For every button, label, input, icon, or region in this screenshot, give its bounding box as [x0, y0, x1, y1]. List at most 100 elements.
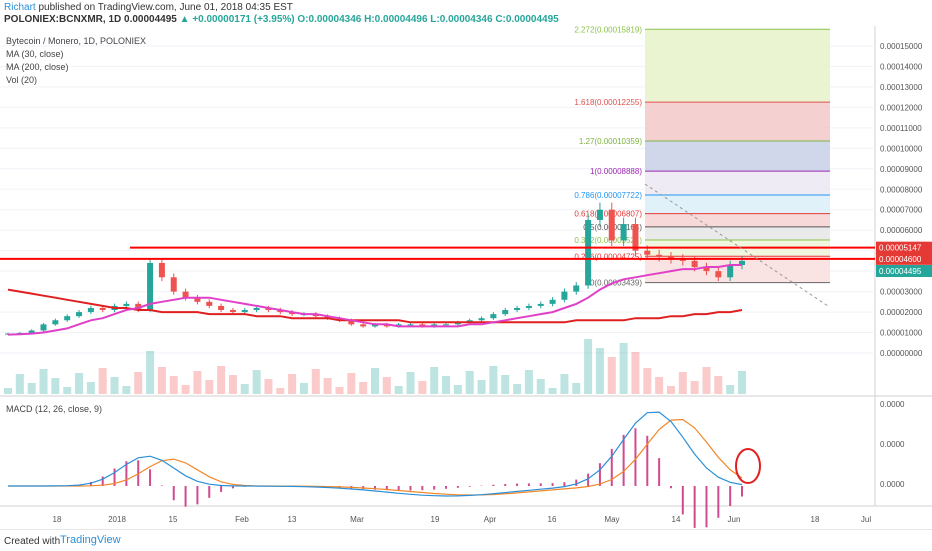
- candle-body: [52, 320, 59, 325]
- volume-bar: [299, 383, 308, 394]
- time-tick-label: Feb: [235, 515, 249, 524]
- volume-bar: [264, 379, 273, 394]
- candle-body: [679, 258, 686, 261]
- fib-zone: [645, 256, 830, 283]
- volume-bar: [335, 387, 344, 394]
- volume-bar: [631, 352, 640, 394]
- candle-body: [40, 324, 47, 331]
- publish-info: published on TradingView.com, June 01, 2…: [38, 2, 293, 13]
- time-tick-label: 18: [53, 515, 62, 524]
- volume-bars: [4, 339, 746, 394]
- candle-body: [620, 224, 627, 241]
- volume-bar: [406, 372, 415, 394]
- time-tick-label: 19: [431, 515, 440, 524]
- author-link[interactable]: Richart: [4, 2, 36, 13]
- price-tick-label: 0.00007000: [880, 206, 923, 215]
- price-badge: [876, 265, 932, 278]
- candle-body: [656, 254, 663, 257]
- volume-bar: [643, 368, 652, 394]
- price-axis[interactable]: 0.00000000 0.00001000 0.00002000 0.00003000…: [880, 42, 923, 358]
- macd-tick-label: 0.0000: [880, 440, 905, 449]
- volume-bar: [371, 368, 379, 394]
- time-axis[interactable]: 18 2018 15 Feb 13 Mar 19 Apr 16 May 14 Jun 18 Jul: [53, 515, 872, 524]
- symbol-name: POLONIEX:BCNXMR, 1D: [4, 14, 122, 25]
- macd-tick-label: 0.0000: [880, 480, 905, 489]
- volume-bar: [323, 378, 332, 394]
- legend-vol[interactable]: Vol (20): [6, 75, 37, 85]
- time-tick-label: 14: [672, 515, 681, 524]
- volume-bar: [240, 384, 249, 394]
- volume-bar: [75, 373, 84, 394]
- candle-body: [596, 209, 603, 220]
- candle-body: [170, 277, 177, 292]
- highlight-circle[interactable]: [735, 448, 761, 484]
- candle-body: [76, 312, 83, 317]
- time-tick-label: 18: [811, 515, 820, 524]
- candle-body: [253, 307, 260, 311]
- time-tick-label: 2018: [108, 515, 126, 524]
- macd-signal-line: [8, 418, 743, 496]
- ohlc-values: O:0.00004346 H:0.00004496 L:0.00004346 C…: [297, 14, 559, 25]
- candle-body: [99, 307, 106, 311]
- candle-body: [147, 262, 154, 311]
- time-tick-label: Apr: [484, 515, 497, 524]
- volume-bar: [442, 376, 451, 394]
- fib-level-label: 1(0.00008888): [590, 167, 642, 176]
- volume-bar: [548, 388, 557, 394]
- volume-bar: [217, 366, 226, 394]
- candle-body: [241, 310, 248, 313]
- fib-trend-line[interactable]: [644, 183, 829, 307]
- candle-body: [691, 260, 698, 268]
- volume-bar: [714, 376, 723, 394]
- tradingview-brand[interactable]: TradingView: [60, 534, 121, 546]
- candle-body: [715, 271, 722, 278]
- volume-bar: [584, 339, 593, 394]
- volume-bar: [134, 372, 143, 394]
- candle-body: [277, 310, 284, 313]
- candle-body: [206, 301, 213, 306]
- candle-body: [64, 316, 71, 321]
- candle-body: [395, 324, 402, 327]
- publish-line: Richart published on TradingView.com, Ju…: [4, 2, 293, 14]
- volume-bar: [15, 374, 24, 394]
- fib-zone: [645, 140, 830, 172]
- fib-zone: [645, 194, 830, 214]
- candle-body: [561, 291, 568, 300]
- legend-ma200[interactable]: MA (200, close): [6, 62, 69, 72]
- volume-bar: [98, 368, 107, 394]
- volume-bar: [181, 385, 190, 394]
- volume-bar: [430, 367, 439, 394]
- price-tick-label: 0.00003000: [880, 288, 923, 297]
- legend-ma30[interactable]: MA (30, close): [6, 49, 64, 59]
- fib-zone: [645, 171, 830, 195]
- volume-bar: [619, 343, 628, 394]
- fibonacci-extension[interactable]: 2.272(0.00015819) 1.618(0.00012255) 1.27(0…: [574, 26, 830, 288]
- fib-level-label: 0(0.00003439): [590, 279, 642, 288]
- volume-bar: [347, 373, 356, 394]
- price-tick-label: 0.00012000: [880, 103, 923, 112]
- created-with: Created with: [4, 536, 61, 547]
- volume-bar: [501, 375, 510, 394]
- time-tick-label: May: [604, 515, 619, 524]
- volume-bar: [536, 379, 545, 394]
- candle-body: [466, 320, 473, 323]
- candle-body: [419, 324, 426, 327]
- macd-axis: 0.0000 0.0000 0.0000: [880, 400, 905, 489]
- time-tick-label: Jul: [861, 515, 871, 524]
- volume-bar: [382, 377, 391, 394]
- price-tick-label: 0.00015000: [880, 42, 923, 51]
- volume-bar: [666, 386, 675, 394]
- fib-level-label: 0.786(0.00007722): [574, 191, 642, 200]
- volume-bar: [572, 383, 581, 394]
- volume-bar: [110, 377, 119, 394]
- volume-bar: [465, 371, 474, 394]
- legend-macd[interactable]: MACD (12, 26, close, 9): [6, 404, 102, 414]
- price-tick-label: 0.00010000: [880, 144, 923, 153]
- candle-body: [158, 262, 165, 278]
- price-tick-label: 0.00013000: [880, 83, 923, 92]
- volume-bar: [27, 383, 36, 394]
- fib-zone: [645, 102, 830, 141]
- volume-bar: [228, 375, 237, 394]
- price-chart[interactable]: 2.272(0.00015819) 1.618(0.00012255) 1.27(0…: [0, 26, 932, 529]
- candle-body: [360, 324, 367, 327]
